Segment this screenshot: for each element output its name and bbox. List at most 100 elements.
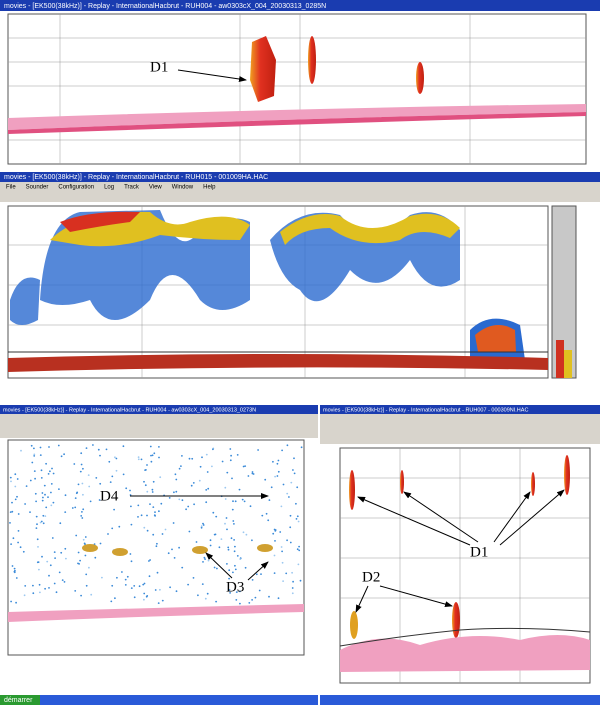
arrow [499,489,565,546]
speckle [41,499,44,502]
speckle [151,454,154,457]
speckle [234,568,237,571]
speckle [233,550,236,553]
speckle [282,483,285,486]
menu-item[interactable]: Help [203,185,216,191]
speckle [230,537,233,540]
speckle [158,446,160,448]
speckle [178,498,181,501]
speckle [295,502,297,505]
speckle [52,472,55,475]
speckle [20,449,22,452]
speckle [161,533,164,535]
speckle [152,506,155,508]
seabed [8,604,304,622]
speckle [105,448,108,451]
speckle [204,558,207,560]
speckle [154,511,156,513]
speckle [227,546,230,549]
speckle [200,525,203,528]
speckle [221,460,224,463]
speckle [48,587,50,589]
speckle [249,505,252,508]
title-bar [320,405,600,414]
speckle [11,501,13,504]
arrow [205,552,233,579]
speckle [195,541,198,543]
speckle [109,481,112,483]
speckle [116,576,118,579]
speckle [129,553,132,555]
speckle [50,483,53,485]
speckle [227,548,230,551]
menu-item[interactable]: View [149,185,163,191]
arrow [177,69,247,82]
speckle [209,539,212,542]
scatter-layer [270,212,460,302]
speckle [216,567,218,570]
speckle [22,550,25,553]
fish-school [250,36,276,102]
speckle [82,467,84,470]
speckle [231,508,234,511]
speckle [11,565,14,567]
speckle [80,452,83,455]
speckle [77,551,80,554]
speckle [114,456,116,459]
speckle [270,486,273,489]
speckle [48,574,50,577]
speckle [149,503,151,505]
speckle [40,520,43,523]
speckle [47,473,50,475]
speckle [149,559,152,561]
window-title: movies - [EK500(38kHz)] - Replay - Inter… [3,407,256,413]
menu-item[interactable]: Window [172,185,194,191]
speckle [48,446,50,448]
speckle [234,545,236,548]
start-button[interactable] [0,695,40,705]
speckle [297,520,300,523]
speckle [75,534,78,537]
speckle [126,575,129,578]
speckle [138,585,141,588]
speckle [9,522,11,524]
annotation: D1 [150,59,168,75]
speckle [231,477,233,480]
speckle [172,522,175,524]
speckle [29,511,31,513]
speckle [10,543,13,545]
arrow [357,496,471,546]
speckle [229,448,232,450]
fish-school [308,36,316,84]
speckle [85,584,88,587]
menu-item[interactable]: Track [124,185,140,191]
speckle [140,458,143,461]
speckle [15,577,18,579]
menu-item[interactable]: Log [104,185,114,191]
speckle [10,480,12,483]
speckle [12,537,15,540]
speckle [110,600,113,603]
speckle [154,589,157,591]
start-label[interactable]: démarrer [4,697,33,704]
speckle [255,573,258,576]
fish-school [112,548,128,556]
speckle [23,594,26,597]
fish-school [400,470,404,494]
speckle [158,510,160,513]
fish-school [257,544,273,552]
menu-item[interactable]: Configuration [58,185,94,191]
arrow [355,585,369,613]
speckle [33,447,35,450]
speckle [273,572,276,574]
speckle [82,508,85,511]
menu-item[interactable]: Sounder [26,185,49,191]
speckle [213,566,216,569]
speckle [254,596,257,599]
speckle [228,577,231,580]
speckle [281,550,283,553]
speckle [80,594,82,597]
speckle [145,595,148,598]
menu-item[interactable]: File [6,185,16,191]
speckle [24,503,26,505]
